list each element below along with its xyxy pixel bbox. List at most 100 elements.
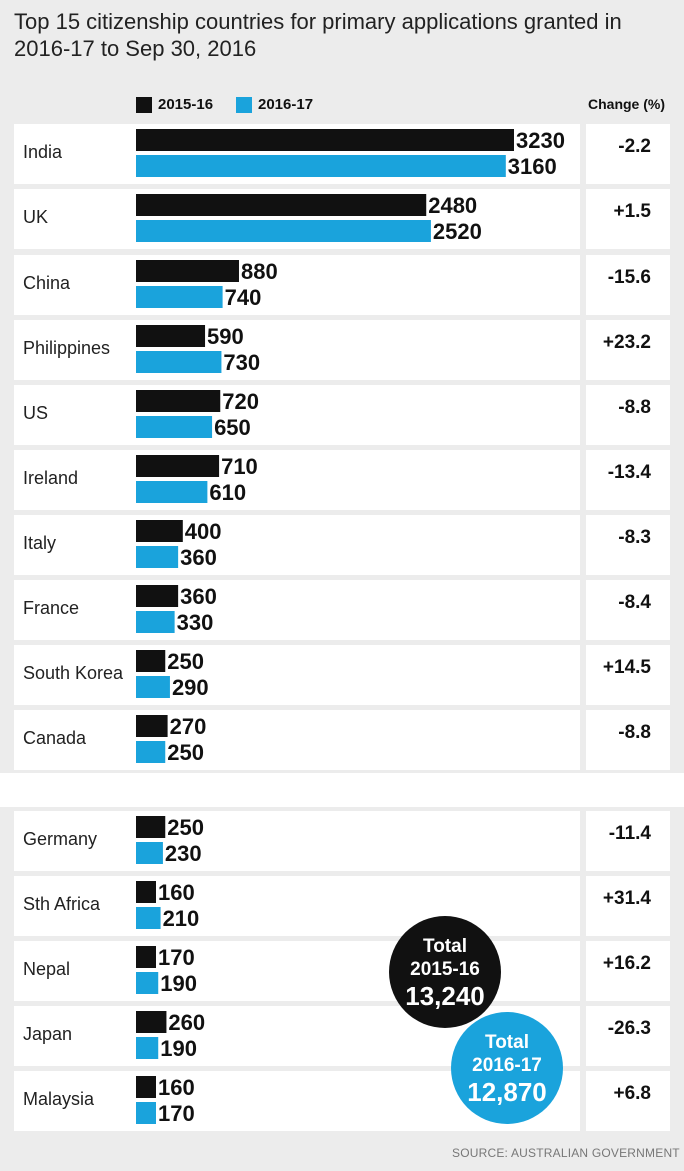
change-value-nepal: +16.2 <box>603 953 651 974</box>
value-label-2015-16-us: 720 <box>222 389 259 414</box>
bar-2015-16-ireland <box>136 455 220 477</box>
value-label-2016-17-china: 740 <box>225 285 262 310</box>
bar-2015-16-south-korea <box>136 650 166 672</box>
change-value-philippines: +23.2 <box>603 332 651 353</box>
total-period-2016-17: 2016-17 <box>472 1055 542 1076</box>
change-value-france: -8.4 <box>618 592 651 613</box>
total-value-2015-16: 13,240 <box>405 981 485 1011</box>
value-label-2016-17-philippines: 730 <box>223 350 260 375</box>
change-cell-philippines <box>586 320 670 380</box>
value-label-2016-17-south-korea: 290 <box>172 675 209 700</box>
change-value-south-korea: +14.5 <box>603 657 652 678</box>
bar-2016-17-malaysia <box>136 1102 156 1124</box>
bar-2015-16-india <box>136 129 514 151</box>
category-label-sth-africa: Sth Africa <box>23 894 101 914</box>
legend-item-2015-16: 2015-16 <box>136 96 213 113</box>
bar-2016-17-france <box>136 611 175 633</box>
category-label-india: India <box>23 142 63 162</box>
chart-title: Top 15 citizenship countries for primary… <box>14 9 622 61</box>
value-label-2015-16-germany: 250 <box>167 815 204 840</box>
value-label-2016-17-us: 650 <box>214 415 251 440</box>
category-label-china: China <box>23 273 71 293</box>
legend-label-2016-17: 2016-17 <box>258 96 314 113</box>
change-cell-india <box>586 124 670 184</box>
change-cell-malaysia <box>586 1071 670 1131</box>
bar-2015-16-uk <box>136 194 427 216</box>
total-bubble-2016-17 <box>451 1012 563 1124</box>
value-label-2015-16-france: 360 <box>180 584 217 609</box>
bar-2016-17-germany <box>136 842 163 864</box>
bar-2015-16-china <box>136 260 239 282</box>
change-value-us: -8.8 <box>618 397 651 418</box>
change-cell-france <box>586 580 670 640</box>
change-cell-uk <box>586 189 670 249</box>
value-label-2015-16-south-korea: 250 <box>167 649 204 674</box>
value-label-2015-16-nepal: 170 <box>158 945 195 970</box>
category-label-germany: Germany <box>23 829 97 849</box>
change-cell-germany <box>586 811 670 871</box>
value-label-2015-16-china: 880 <box>241 259 278 284</box>
change-value-germany: -11.4 <box>609 823 652 844</box>
row-background-italy <box>14 515 580 575</box>
category-label-nepal: Nepal <box>23 959 70 979</box>
total-period-2015-16: 2015-16 <box>410 959 480 980</box>
bar-2015-16-france <box>136 585 179 607</box>
bar-2016-17-philippines <box>136 351 222 373</box>
bar-2016-17-sth-africa <box>136 907 161 929</box>
bar-2016-17-ireland <box>136 481 208 503</box>
change-value-japan: -26.3 <box>608 1018 651 1039</box>
category-label-south-korea: South Korea <box>23 663 124 683</box>
category-label-uk: UK <box>23 207 48 227</box>
change-value-uk: +1.5 <box>613 201 651 222</box>
source-note: SOURCE: AUSTRALIAN GOVERNMENT <box>452 1146 680 1160</box>
bar-2016-17-china <box>136 286 223 308</box>
value-label-2016-17-nepal: 190 <box>160 971 197 996</box>
value-label-2015-16-philippines: 590 <box>207 324 244 349</box>
bar-2015-16-japan <box>136 1011 167 1033</box>
bar-2016-17-uk <box>136 220 431 242</box>
row-background-us <box>14 385 580 445</box>
bar-2015-16-nepal <box>136 946 156 968</box>
total-bubble-2015-16 <box>389 916 501 1028</box>
value-label-2015-16-japan: 260 <box>168 1010 205 1035</box>
bar-2015-16-philippines <box>136 325 206 347</box>
change-cell-south-korea <box>586 645 670 705</box>
total-label-2016-17: Total <box>485 1032 529 1053</box>
value-label-2015-16-ireland: 710 <box>221 454 258 479</box>
bar-2015-16-italy <box>136 520 183 542</box>
value-label-2015-16-italy: 400 <box>185 519 222 544</box>
value-label-2015-16-malaysia: 160 <box>158 1075 195 1100</box>
change-cell-japan <box>586 1006 670 1066</box>
value-label-2015-16-india: 3230 <box>516 128 565 153</box>
category-label-japan: Japan <box>23 1024 72 1044</box>
row-background-ireland <box>14 450 580 510</box>
value-label-2016-17-malaysia: 170 <box>158 1101 195 1126</box>
legend-item-2016-17: 2016-17 <box>236 96 313 113</box>
change-value-india: -2.2 <box>618 136 651 157</box>
change-value-ireland: -13.4 <box>608 462 652 483</box>
value-label-2015-16-canada: 270 <box>170 714 207 739</box>
change-value-sth-africa: +31.4 <box>603 888 652 909</box>
bar-2016-17-canada <box>136 741 166 763</box>
total-value-2016-17: 12,870 <box>467 1077 547 1107</box>
total-label-2015-16: Total <box>423 936 467 957</box>
change-column-header: Change (%) <box>588 96 665 112</box>
bar-2015-16-malaysia <box>136 1076 156 1098</box>
value-label-2015-16-uk: 2480 <box>428 193 477 218</box>
bar-2016-17-italy <box>136 546 179 568</box>
category-label-ireland: Ireland <box>23 468 78 488</box>
change-value-canada: -8.8 <box>618 722 651 743</box>
bar-2016-17-nepal <box>136 972 159 994</box>
value-label-2016-17-canada: 250 <box>167 740 204 765</box>
bar-2015-16-canada <box>136 715 168 737</box>
change-cell-nepal <box>586 941 670 1001</box>
category-label-italy: Italy <box>23 533 56 553</box>
legend-label-2015-16: 2015-16 <box>158 96 214 113</box>
change-cell-canada <box>586 710 670 770</box>
row-background-canada <box>14 710 580 770</box>
change-value-malaysia: +6.8 <box>613 1083 651 1104</box>
row-background-sth-africa <box>14 876 580 936</box>
bar-2015-16-sth-africa <box>136 881 156 903</box>
legend-swatch-2015-16 <box>136 96 152 113</box>
